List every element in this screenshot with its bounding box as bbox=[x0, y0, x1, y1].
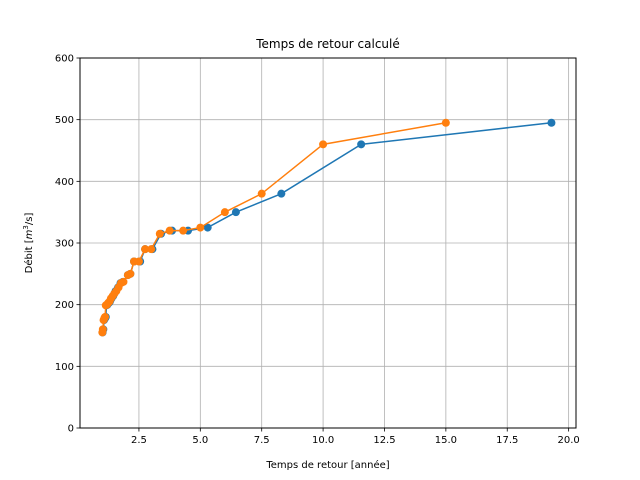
series-2-point bbox=[141, 245, 150, 254]
x-tick-label: 2.5 bbox=[131, 435, 147, 446]
y-tick-label: 600 bbox=[55, 54, 74, 65]
series-2-point bbox=[257, 189, 266, 198]
series-2-point bbox=[196, 223, 205, 232]
y-axis: 0 100 200 300 400 500 600 bbox=[55, 54, 80, 435]
series-2-point bbox=[165, 226, 174, 235]
series-2-point bbox=[179, 226, 188, 235]
y-axis-label-main: Débit [ bbox=[23, 239, 35, 273]
series-2-point bbox=[99, 316, 108, 325]
y-axis-label: Débit [m3/s] bbox=[22, 213, 35, 274]
y-axis-label-superscript: 3 bbox=[22, 225, 30, 229]
y-tick-label: 400 bbox=[55, 177, 74, 188]
x-tick-label: 15.0 bbox=[435, 435, 457, 446]
series-2-point bbox=[155, 229, 164, 238]
x-axis: 2.5 5.0 7.5 10.0 12.5 15.0 17.5 20.0 bbox=[131, 428, 580, 446]
y-tick-label: 300 bbox=[55, 239, 74, 250]
x-tick-label: 17.5 bbox=[496, 435, 518, 446]
x-tick-label: 20.0 bbox=[558, 435, 580, 446]
y-axis-label-unit: m bbox=[24, 229, 35, 239]
y-tick-label: 200 bbox=[55, 300, 74, 311]
series-2-point bbox=[319, 140, 328, 149]
series-1-point bbox=[277, 189, 286, 198]
y-tick-label: 500 bbox=[55, 115, 74, 126]
series-2-point bbox=[220, 208, 229, 217]
y-axis-label-tail: /s] bbox=[24, 213, 35, 226]
x-tick-label: 7.5 bbox=[254, 435, 270, 446]
series-2-point bbox=[123, 271, 132, 280]
x-tick-label: 5.0 bbox=[192, 435, 208, 446]
x-tick-label: 12.5 bbox=[373, 435, 395, 446]
y-tick-label: 100 bbox=[55, 362, 74, 373]
series-2-point bbox=[101, 301, 110, 310]
chart-title: Temps de retour calculé bbox=[255, 37, 400, 51]
series-1-point bbox=[203, 223, 212, 232]
series-1-point bbox=[357, 140, 366, 149]
series-1-point bbox=[231, 208, 240, 217]
series-2-point bbox=[98, 328, 107, 337]
x-tick-label: 10.0 bbox=[312, 435, 334, 446]
series-layer bbox=[98, 118, 556, 337]
y-tick-label: 0 bbox=[68, 424, 74, 435]
series-2-point bbox=[147, 245, 156, 254]
series-2-point bbox=[130, 257, 139, 266]
x-axis-label: Temps de retour [année] bbox=[265, 459, 389, 471]
series-1-point bbox=[547, 118, 556, 127]
series-2-point bbox=[441, 118, 450, 127]
